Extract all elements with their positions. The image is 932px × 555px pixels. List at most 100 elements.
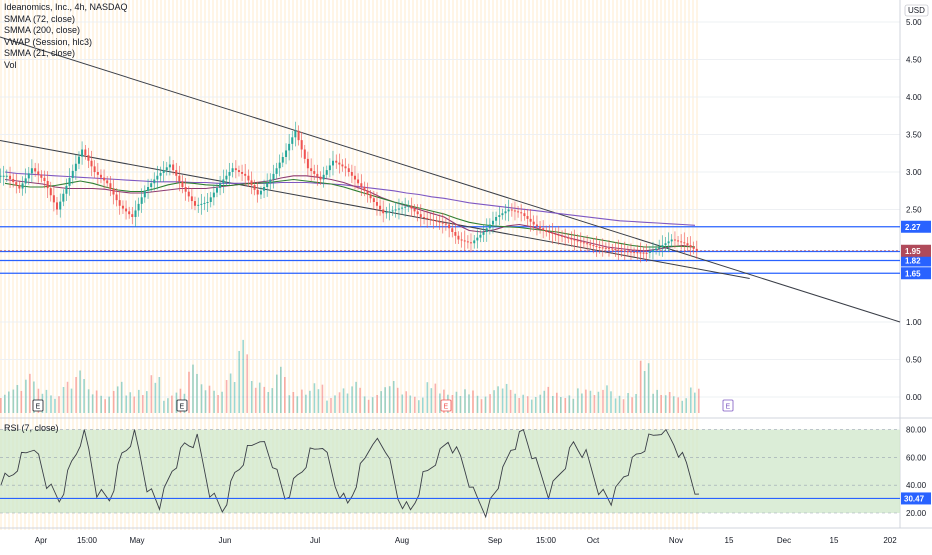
rsi-current-badge[interactable] (901, 492, 931, 505)
volume-bar (213, 390, 215, 413)
candle-body (338, 162, 341, 165)
session-stripe (500, 0, 502, 530)
candle-body (313, 171, 316, 174)
volume-bar (45, 389, 48, 413)
candle-body (134, 210, 137, 217)
volume-bar (250, 381, 253, 413)
session-stripe (152, 0, 154, 530)
candle-body (567, 237, 570, 239)
session-stripe (552, 0, 554, 530)
volume-bar (150, 375, 153, 413)
session-stripe (324, 0, 326, 530)
candle-body (636, 252, 639, 254)
level-badge[interactable] (901, 267, 931, 280)
volume-bar (614, 398, 617, 413)
candle-body (595, 246, 598, 248)
candle-body (275, 168, 278, 174)
volume-bar (0, 398, 2, 413)
volume-bar (330, 398, 332, 413)
currency-label[interactable]: USD (908, 6, 925, 15)
candle-body (40, 174, 43, 178)
volume-bar (326, 400, 328, 413)
time-axis: Apr 15:00 May Jun Jul Aug Sep 15:00 Oct Nov 15 Dec 1… (35, 536, 897, 545)
level-badge[interactable] (901, 220, 931, 233)
session-stripe (624, 0, 626, 530)
volume-bar (643, 371, 646, 413)
session-stripe (292, 0, 294, 530)
volume-bar (70, 388, 73, 413)
earnings-marker[interactable] (722, 399, 734, 412)
candle-body (548, 232, 551, 233)
candle-body (37, 171, 40, 175)
rsi-tick: 80.00 (906, 426, 927, 435)
session-stripe (272, 0, 274, 530)
candle-body (523, 213, 526, 217)
session-stripe (516, 0, 518, 530)
earnings-marker[interactable] (440, 399, 452, 412)
rsi-tick: 40.00 (906, 481, 927, 490)
last-price-badge[interactable] (901, 244, 931, 257)
earnings-marker[interactable] (32, 399, 44, 412)
indicator-volume[interactable]: Vol (4, 59, 17, 70)
session-stripe (204, 0, 206, 530)
candle-body (187, 191, 190, 197)
volume-bar (296, 396, 299, 413)
volume-bar (276, 374, 278, 413)
symbol-title[interactable]: Ideanomics, Inc., 4h, NASDAQ (4, 2, 128, 12)
candle-body (310, 168, 313, 172)
trend-line[interactable] (0, 36, 901, 323)
candle-body (539, 226, 542, 229)
candle-body (285, 150, 288, 157)
candle-body (466, 241, 469, 243)
volume-bar (414, 396, 416, 413)
session-stripe (308, 0, 310, 530)
session-stripe (304, 0, 306, 530)
session-stripe (192, 0, 194, 530)
volume-bar (635, 394, 637, 413)
volume-bar (4, 394, 6, 413)
candle-body (353, 175, 356, 180)
candle-body (372, 198, 375, 202)
candle-body (43, 177, 46, 181)
rsi-tick: 20.00 (906, 509, 927, 518)
indicator-smma-72[interactable]: SMMA (72, close) (4, 13, 76, 24)
currency-box[interactable] (904, 4, 929, 17)
session-stripe (244, 0, 246, 530)
indicator-smma-200[interactable]: SMMA (200, close) (4, 25, 81, 36)
candle-body (68, 178, 71, 186)
candle-body (9, 175, 12, 179)
time-tick: Jul (310, 536, 320, 545)
earnings-marker[interactable] (176, 399, 188, 412)
candle-body (683, 242, 686, 244)
rsi-title[interactable]: RSI (7, close) (4, 423, 59, 433)
volume-bar (116, 386, 119, 413)
indicator-smma-21[interactable]: SMMA (21, close) (4, 48, 76, 59)
candle-body (507, 209, 510, 212)
session-stripe (200, 0, 202, 530)
session-stripe (8, 0, 10, 530)
volume-bar (497, 386, 499, 413)
session-stripe (436, 0, 438, 530)
volume-bar (112, 390, 115, 413)
volume-bar (317, 389, 320, 413)
session-stripe (592, 0, 594, 530)
candle-body (526, 216, 529, 219)
candle-body (535, 224, 538, 227)
candle-body (410, 205, 413, 209)
indicator-vwap[interactable]: VWAP (Session, hlc3) (4, 36, 93, 47)
candle-body (429, 218, 432, 220)
volume-bar (384, 387, 386, 413)
session-stripe (580, 0, 582, 530)
volume-bar (280, 366, 282, 413)
indicator-legend[interactable]: Ideanomics, Inc., 4h, NASDAQ SMMA (72, c… (4, 2, 128, 72)
candle-body (419, 214, 422, 217)
session-stripe (44, 0, 46, 530)
candle-body (209, 197, 212, 202)
candle-body (106, 180, 109, 184)
session-stripe (420, 0, 422, 530)
level-badge[interactable] (901, 254, 931, 267)
session-stripe (172, 0, 174, 530)
